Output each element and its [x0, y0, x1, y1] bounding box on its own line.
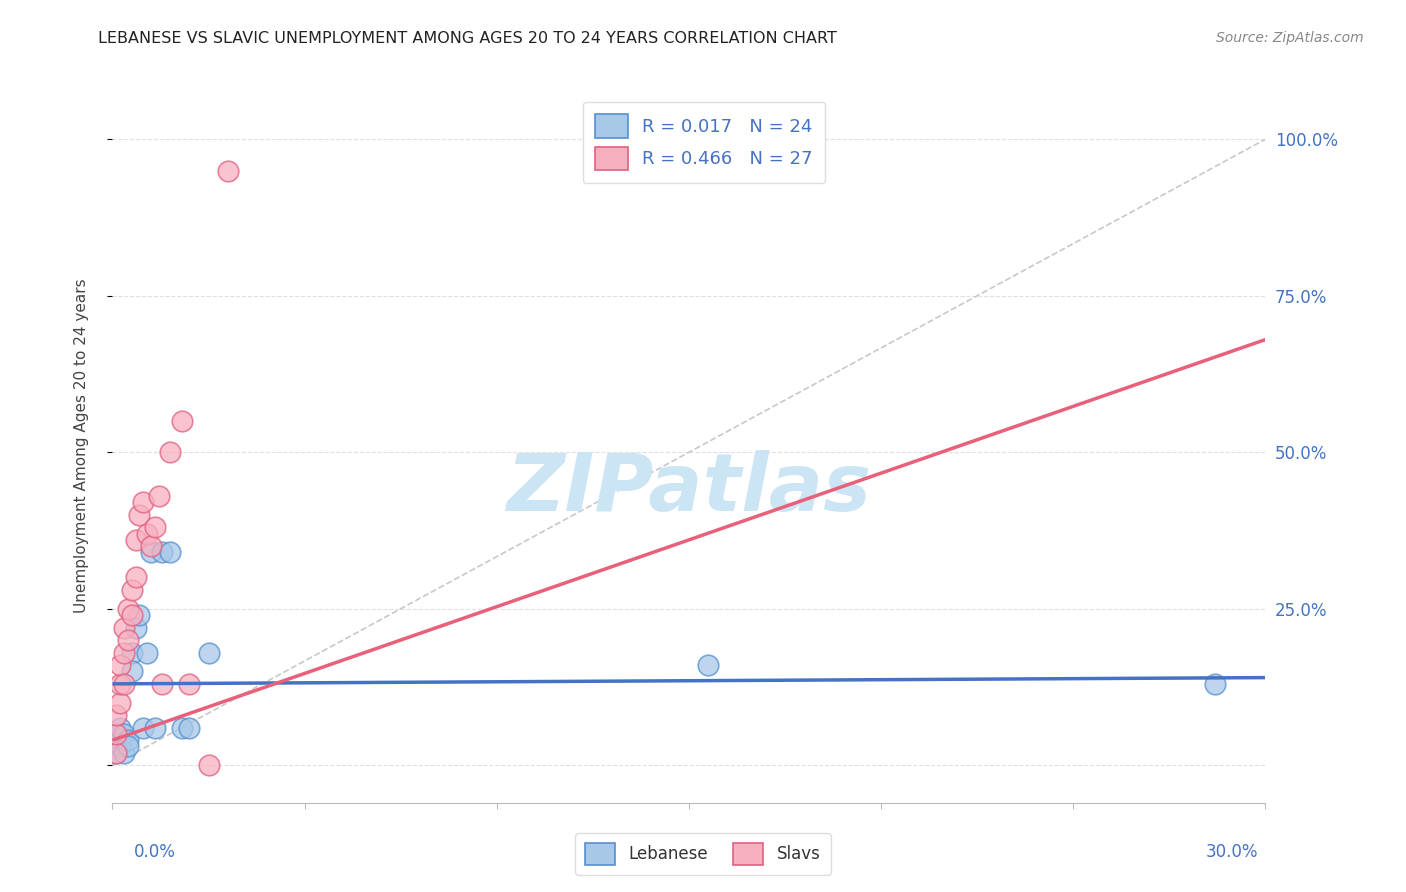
Point [124, 621, 146, 635]
Point [170, 721, 193, 735]
Point [105, 746, 128, 760]
Point [108, 696, 131, 710]
Point [108, 733, 131, 747]
Point [217, 163, 239, 178]
Point [112, 621, 135, 635]
Y-axis label: Unemployment Among Ages 20 to 24 years: Unemployment Among Ages 20 to 24 years [75, 278, 89, 614]
Point [112, 677, 135, 691]
Point [112, 727, 135, 741]
Text: 0.0%: 0.0% [134, 843, 176, 861]
Point [148, 489, 170, 503]
Point [105, 727, 128, 741]
Point [108, 721, 131, 735]
Point [152, 677, 174, 691]
Point [197, 646, 219, 660]
Point [105, 727, 128, 741]
Point [170, 414, 193, 428]
Point [139, 539, 162, 553]
Point [108, 677, 131, 691]
Point [112, 746, 135, 760]
Point [117, 601, 139, 615]
Point [132, 495, 155, 509]
Point [105, 708, 128, 723]
Legend: R = 0.017   N = 24, R = 0.466   N = 27: R = 0.017 N = 24, R = 0.466 N = 27 [582, 102, 825, 183]
Legend: Lebanese, Slavs: Lebanese, Slavs [575, 833, 831, 875]
Text: Source: ZipAtlas.com: Source: ZipAtlas.com [1216, 31, 1364, 45]
Point [197, 758, 219, 772]
Point [105, 746, 128, 760]
Point [1204, 677, 1226, 691]
Point [117, 633, 139, 648]
Point [136, 526, 159, 541]
Point [124, 533, 146, 547]
Point [159, 545, 181, 559]
Point [108, 658, 131, 673]
Point [128, 508, 150, 522]
Point [124, 570, 146, 584]
Point [121, 607, 143, 622]
Point [697, 658, 720, 673]
Text: 30.0%: 30.0% [1206, 843, 1258, 861]
Point [112, 646, 135, 660]
Text: ZIPatlas: ZIPatlas [506, 450, 872, 528]
Point [132, 721, 155, 735]
Point [152, 545, 174, 559]
Point [117, 739, 139, 754]
Point [179, 721, 201, 735]
Point [139, 545, 162, 559]
Point [128, 607, 150, 622]
Point [117, 733, 139, 747]
Point [121, 665, 143, 679]
Text: LEBANESE VS SLAVIC UNEMPLOYMENT AMONG AGES 20 TO 24 YEARS CORRELATION CHART: LEBANESE VS SLAVIC UNEMPLOYMENT AMONG AG… [98, 31, 838, 46]
Point [121, 646, 143, 660]
Point [143, 520, 166, 534]
Point [179, 677, 201, 691]
Point [121, 582, 143, 597]
Point [108, 739, 131, 754]
Point [159, 445, 181, 459]
Point [136, 646, 159, 660]
Point [143, 721, 166, 735]
